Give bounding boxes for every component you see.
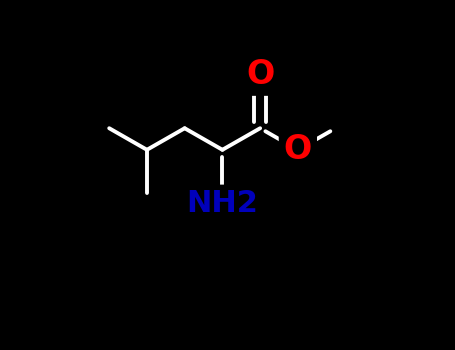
Text: NH2: NH2 — [187, 189, 258, 218]
Text: O: O — [284, 133, 312, 166]
Text: O: O — [246, 58, 274, 91]
